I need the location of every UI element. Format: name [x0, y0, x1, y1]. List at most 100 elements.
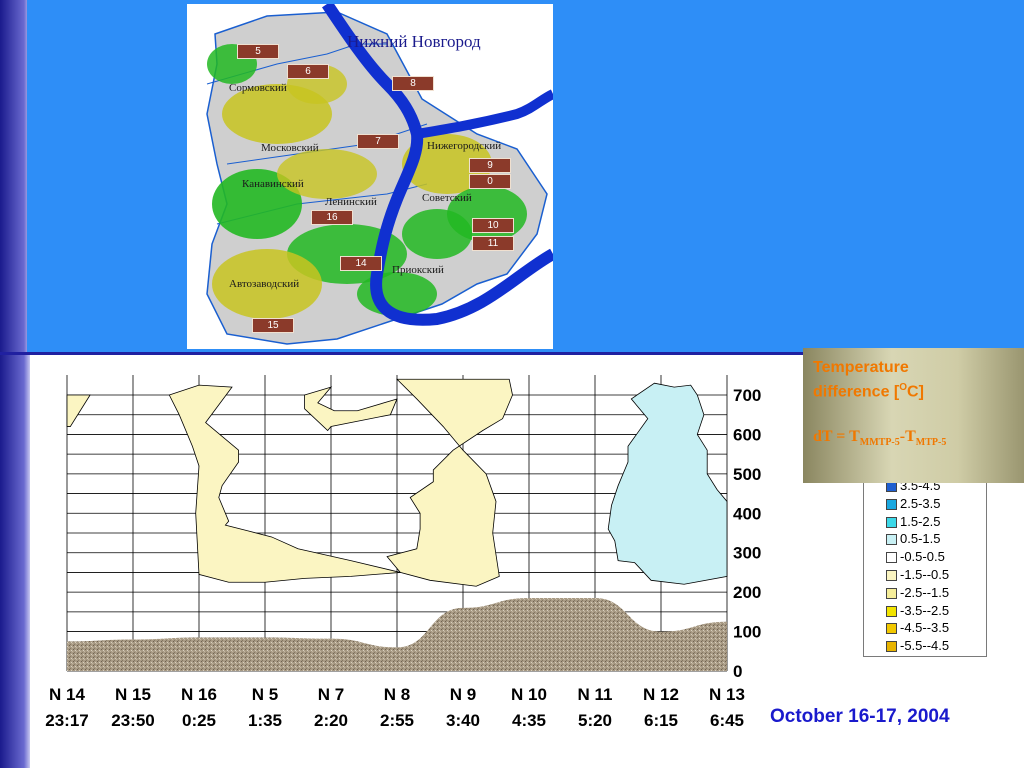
site-marker[interactable]: 7 [357, 134, 399, 149]
site-marker[interactable]: 5 [237, 44, 279, 59]
legend-label: -0.5-0.5 [900, 549, 945, 565]
info-title: Temperature difference [OC] [813, 358, 924, 402]
x-tick-point: N 15 [115, 685, 151, 704]
y-tick-label: 200 [733, 583, 761, 602]
district-label: Нижегородский [427, 140, 502, 152]
site-marker[interactable]: 10 [472, 218, 514, 233]
legend-swatch [886, 534, 897, 546]
legend-label: -2.5--1.5 [900, 584, 950, 600]
site-marker[interactable]: 6 [287, 64, 329, 79]
x-tick-point: N 11 [578, 685, 613, 704]
x-axis-ticks: N 14 23:17 N 15 23:50 N 16 0:25 N 5 1:35 N 7 2:20… [45, 685, 745, 730]
temp-region [66, 394, 91, 427]
x-tick-time: 23:50 [111, 711, 154, 730]
district-label: Ленинский [325, 196, 377, 208]
x-tick-point: N 13 [709, 685, 745, 704]
legend-swatch [886, 498, 897, 510]
legend-label: 2.5-3.5 [900, 495, 941, 511]
map-graphic [206, 4, 553, 345]
district-label: Сормовский [229, 82, 287, 94]
x-tick-time: 5:20 [578, 711, 612, 730]
legend-entry: 0.5-1.5 [886, 531, 941, 547]
legend-label: -4.5--3.5 [900, 620, 950, 636]
info-title-line2: difference [ [813, 383, 900, 401]
legend-swatch [886, 516, 897, 528]
site-marker[interactable]: 0 [469, 174, 511, 189]
site-marker[interactable]: 11 [472, 236, 514, 251]
x-tick-point: N 12 [643, 685, 679, 704]
y-axis-ticks: 0 100 200 300 400 500 600 700 [733, 386, 761, 681]
date-caption: October 16-17, 2004 [770, 706, 950, 727]
formula-sub1: MMTP-5 [859, 437, 900, 449]
site-marker[interactable]: 8 [392, 76, 434, 91]
y-tick-label: 100 [733, 623, 761, 642]
formula-lhs: dT = T [813, 428, 860, 445]
x-tick-point: N 14 [49, 685, 85, 704]
legend-swatch [886, 587, 897, 599]
x-tick-time: 3:40 [446, 711, 480, 730]
formula-mid: -T [899, 428, 916, 445]
temp-region [304, 386, 398, 432]
temp-region [168, 384, 401, 583]
temp-region [607, 382, 728, 585]
x-tick-point: N 8 [384, 685, 410, 704]
legend-swatch [886, 623, 897, 635]
legend-label: -3.5--2.5 [900, 602, 950, 618]
x-tick-point: N 7 [318, 685, 344, 704]
info-box: Temperature difference [OC] dT = TMMTP-5… [803, 348, 1024, 483]
legend-label: 0.5-1.5 [900, 531, 941, 547]
y-tick-label: 600 [733, 425, 761, 444]
city-map: Нижний Новгород Сормовский Московский Ка… [187, 4, 553, 349]
info-title-unit: O [899, 382, 908, 393]
x-tick-time: 6:15 [644, 711, 678, 730]
y-tick-label: 400 [733, 504, 761, 523]
info-title-end: C] [907, 383, 924, 401]
district-label: Приокский [392, 264, 444, 276]
district-label: Советский [422, 192, 472, 204]
x-tick-point: N 5 [252, 685, 278, 704]
legend-label: 1.5-2.5 [900, 513, 941, 529]
district-label: Канавинский [242, 178, 304, 190]
x-tick-time: 23:17 [45, 711, 88, 730]
y-tick-label: 300 [733, 544, 761, 563]
x-tick-time: 4:35 [512, 711, 546, 730]
site-marker[interactable]: 15 [252, 318, 294, 333]
info-title-line1: Temperature [813, 359, 909, 376]
legend-entry: -5.5--4.5 [886, 638, 950, 654]
terrain-profile [67, 598, 727, 671]
legend-label: -1.5--0.5 [900, 567, 950, 582]
district-label: Автозаводский [229, 278, 300, 290]
chart-panel: 0 100 200 300 400 500 600 700 N 14 23:17 N 15 23:5… [33, 357, 780, 739]
info-formula: dT = TMMTP-5-TMTP-5 [813, 428, 946, 448]
river-oka [416, 89, 553, 139]
site-marker[interactable]: 16 [311, 210, 353, 225]
legend-entry: -2.5--1.5 [886, 584, 950, 601]
chart-terrain [67, 598, 727, 671]
formula-sub2: MTP-5 [915, 437, 947, 449]
legend-swatch [886, 570, 897, 581]
legend-swatch [886, 552, 897, 564]
x-tick-time: 1:35 [248, 711, 282, 730]
legend-entry: 1.5-2.5 [886, 513, 941, 530]
legend-entry: -1.5--0.5 [886, 567, 950, 583]
x-tick-point: N 16 [181, 685, 217, 704]
site-marker[interactable]: 9 [469, 158, 511, 173]
x-tick-point: N 10 [511, 685, 547, 704]
district-label: Московский [261, 142, 319, 154]
chart-legend: 3.5-4.5 2.5-3.5 1.5-2.5 0.5-1.5 -0.5-0.5 -1.5… [863, 475, 987, 657]
legend-label: -5.5--4.5 [900, 638, 950, 654]
legend-entry: -4.5--3.5 [886, 620, 950, 636]
legend-entry: -3.5--2.5 [886, 602, 950, 619]
slide-left-edge [0, 0, 30, 768]
legend-swatch [886, 605, 897, 617]
site-marker[interactable]: 14 [340, 256, 382, 271]
legend-entry: -0.5-0.5 [886, 549, 945, 565]
temperature-chart: 0 100 200 300 400 500 600 700 N 14 23:17 N 15 23:5… [45, 375, 761, 730]
y-tick-label: 500 [733, 465, 761, 484]
chart-regions [66, 378, 728, 587]
map-title: Нижний Новгород [347, 32, 481, 51]
legend-entry: 2.5-3.5 [886, 495, 941, 512]
x-tick-time: 2:20 [314, 711, 348, 730]
top-divider [0, 352, 1024, 355]
x-tick-time: 2:55 [380, 711, 414, 730]
